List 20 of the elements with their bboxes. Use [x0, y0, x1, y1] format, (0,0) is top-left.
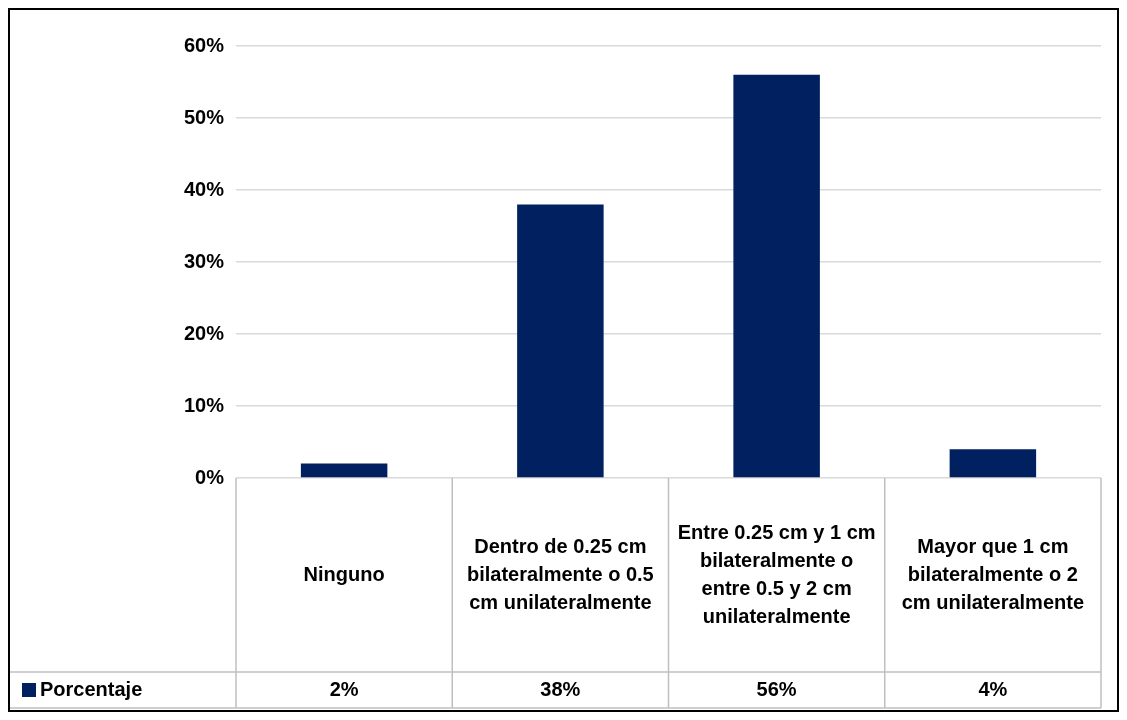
bar	[733, 74, 820, 478]
x-tick-label: Mayor que 1 cm bilateralmente o 2 cm unilateralmente	[901, 534, 1085, 613]
data-label: 2%	[329, 677, 359, 700]
y-tick-label: 20%	[183, 321, 225, 344]
x-tick-label: Entre 0.25 cm y 1 cm bilateralmente o entre 0.5 y 2 cm unilateralmente	[677, 520, 876, 627]
y-tick-label: 40%	[183, 177, 225, 200]
y-tick-label: 60%	[183, 33, 225, 56]
data-label: 38%	[540, 677, 581, 700]
x-tick-label: Dentro de 0.25 cm bilateralmente o 0.5 cm unilateralmente	[467, 534, 654, 613]
data-label: 4%	[978, 677, 1008, 700]
bar	[300, 463, 388, 478]
y-tick-label: 30%	[183, 249, 225, 272]
y-tick-label: 0%	[195, 465, 225, 488]
x-tick-label: Ninguno	[303, 562, 385, 585]
legend-label: Porcentaje	[40, 677, 143, 700]
bar	[517, 204, 604, 478]
bar	[949, 449, 1037, 478]
y-tick-label: 10%	[183, 393, 225, 416]
y-tick-label: 50%	[183, 105, 225, 128]
data-label: 56%	[756, 677, 797, 700]
